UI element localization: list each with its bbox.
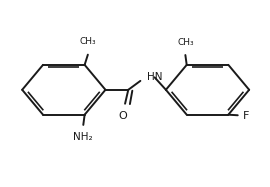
Text: HN: HN (147, 72, 163, 82)
Text: CH₃: CH₃ (80, 37, 96, 46)
Text: CH₃: CH₃ (177, 38, 194, 47)
Text: F: F (243, 111, 249, 121)
Text: NH₂: NH₂ (73, 132, 93, 142)
Text: O: O (119, 111, 127, 121)
